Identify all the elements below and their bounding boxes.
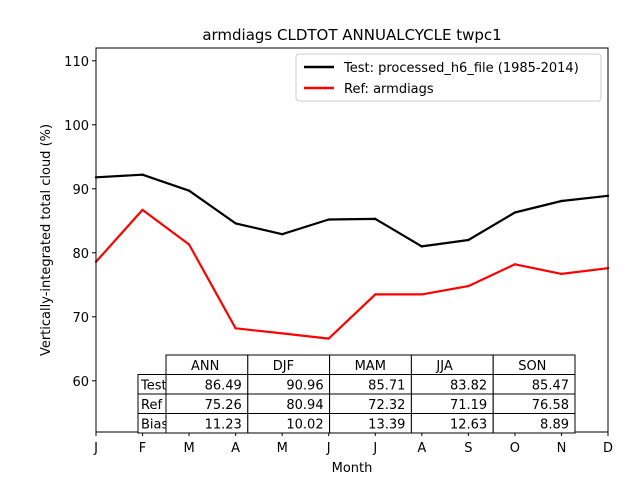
series-point [560, 199, 563, 203]
x-tick-label: A [231, 441, 240, 456]
x-tick-label: J [372, 441, 377, 456]
table-cell-value: 85.71 [368, 379, 405, 394]
table-column-header: ANN [191, 359, 219, 374]
table-row-label: Test [140, 379, 167, 394]
y-tick-label: 80 [72, 247, 89, 262]
x-tick-label: M [183, 441, 194, 456]
series-point [187, 189, 191, 192]
table-cell-value: 13.39 [368, 418, 405, 433]
series-point [234, 222, 237, 225]
table-cell-value: 11.23 [205, 418, 242, 433]
legend-label-ref: Ref: armdiags [344, 82, 434, 97]
series-point [374, 293, 377, 296]
series-point [327, 218, 330, 221]
table-cell-value: 86.49 [205, 379, 242, 394]
series-point [420, 293, 424, 296]
series-point [187, 243, 191, 246]
x-tick-label: N [557, 441, 567, 456]
table-cell-value: 80.94 [286, 398, 323, 413]
table-cell-value: 8.89 [540, 418, 569, 433]
table-cell-value: 10.02 [286, 418, 323, 433]
x-tick-label: S [464, 441, 472, 456]
series-line-ref [95, 208, 609, 340]
x-tick-label: A [417, 441, 426, 456]
chart-title: armdiags CLDTOT ANNUALCYCLE twpc1 [202, 26, 501, 44]
series-point [280, 332, 284, 335]
series-point [141, 208, 144, 212]
series-point [280, 233, 284, 236]
series-point [513, 263, 517, 266]
table-cell-value: 75.26 [205, 398, 242, 413]
legend-label-test: Test: processed_h6_file (1985-2014) [343, 61, 579, 76]
table-cell-value: 90.96 [286, 379, 323, 394]
y-axis: 60 70 80 90 100 110 [64, 55, 96, 390]
table-row-label: Bias [141, 418, 168, 433]
stats-table: ANN DJF MAM JJA SON Test 86.49 90.96 85.71 83.82 8… [137, 354, 576, 434]
x-tick-label: M [277, 441, 288, 456]
x-tick-label: D [603, 441, 613, 456]
table-cell-value: 85.47 [532, 379, 569, 394]
table-cell-value: 76.58 [532, 398, 569, 413]
y-tick-label: 90 [72, 183, 89, 198]
x-tick-label: J [326, 441, 331, 456]
table-column-header: SON [518, 359, 546, 374]
series-point [513, 211, 517, 214]
y-tick-label: 100 [64, 119, 89, 134]
table-cell-value: 83.82 [450, 379, 487, 394]
table-row-label: Ref [141, 398, 162, 413]
table-cell-value: 71.19 [450, 398, 487, 413]
table-cell-value: 72.32 [368, 398, 405, 413]
series-point [374, 217, 377, 221]
x-axis-label: Month [332, 461, 373, 476]
table-cell [492, 413, 576, 434]
series-point [327, 337, 330, 340]
series-line-test [95, 173, 609, 248]
x-tick-label: J [93, 441, 98, 456]
series-point [234, 327, 237, 330]
y-axis-label: Vertically-integrated total cloud (%) [39, 124, 54, 356]
legend: Test: processed_h6_file (1985-2014) Ref:… [295, 53, 602, 102]
y-tick-label: 60 [72, 375, 89, 390]
x-tick-label: F [139, 441, 146, 456]
series-lines [94, 173, 610, 340]
series-point [467, 284, 470, 288]
series-point [420, 245, 424, 248]
series-point [467, 238, 470, 242]
table-column-header: MAM [355, 359, 386, 374]
series-point [141, 173, 144, 176]
table-cell-value: 12.63 [450, 418, 487, 433]
x-tick-label: O [510, 441, 520, 456]
series-point [560, 272, 563, 276]
table-column-header: DJF [273, 359, 294, 374]
y-tick-label: 70 [72, 311, 89, 326]
table-column-header: JJA [435, 359, 452, 374]
legend-frame [295, 53, 602, 102]
y-tick-label: 110 [64, 55, 89, 70]
